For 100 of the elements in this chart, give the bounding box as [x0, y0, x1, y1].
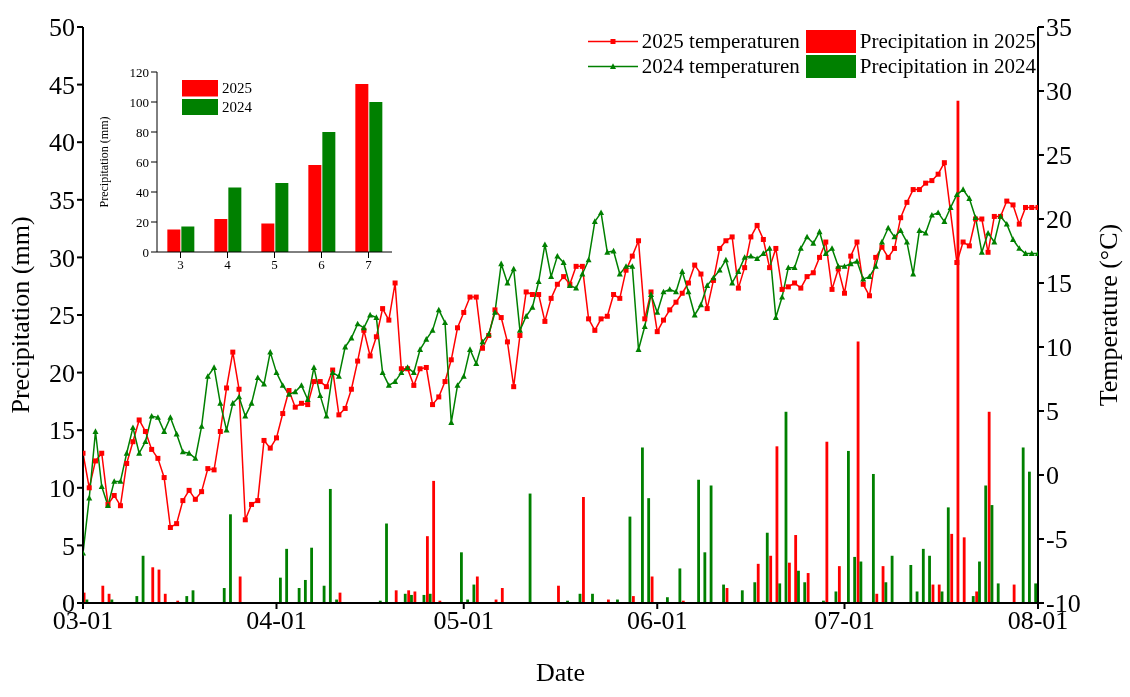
legend-label: Precipitation in 2025	[859, 29, 1036, 54]
bar	[756, 563, 760, 603]
bar	[962, 537, 966, 603]
bar	[557, 585, 560, 603]
bar	[803, 582, 807, 603]
y-axis-title: Precipitation (mm)	[6, 216, 36, 414]
y2-tick-label: 25	[1046, 141, 1072, 171]
y2-tick-label: 30	[1046, 77, 1072, 107]
bar	[425, 536, 429, 603]
bar	[322, 132, 336, 252]
bar	[650, 576, 654, 603]
y-tick-label: 45	[49, 70, 75, 100]
bar	[310, 547, 314, 603]
bar	[871, 473, 875, 603]
x-tick-label: 5	[271, 257, 278, 273]
bar	[647, 498, 651, 603]
bar	[971, 596, 975, 603]
y-tick-label: 20	[136, 214, 149, 230]
bar	[703, 552, 707, 603]
y2-tick-label: 15	[1046, 269, 1072, 299]
bar	[460, 552, 463, 603]
bar	[472, 584, 476, 603]
y-tick-label: 10	[49, 474, 75, 504]
bar	[410, 594, 413, 603]
y2-tick-label: 5	[1046, 397, 1059, 427]
y2-tick-label: 35	[1046, 13, 1072, 43]
bar	[853, 556, 857, 603]
x-tick-label: 7	[365, 257, 373, 273]
legend-label: Precipitation in 2024	[859, 54, 1036, 79]
bar	[582, 497, 585, 603]
bar	[847, 450, 850, 603]
y-tick-label: 80	[136, 124, 149, 140]
bar	[788, 562, 791, 603]
bar	[475, 576, 479, 603]
y-tick-label: 20	[49, 358, 75, 388]
bar	[722, 584, 725, 603]
y-tick-label: 25	[49, 301, 75, 331]
bar	[403, 593, 407, 603]
bar	[678, 568, 682, 603]
bar	[151, 567, 155, 603]
bar	[909, 564, 913, 603]
y2-tick-label: 20	[1046, 205, 1072, 235]
bar	[1034, 583, 1038, 603]
bar	[859, 561, 863, 603]
bar	[984, 485, 988, 603]
bar	[261, 223, 275, 252]
y-tick-label: 0	[142, 244, 149, 260]
bar	[303, 579, 307, 603]
bar	[825, 441, 829, 603]
x-axis-title: Date	[535, 658, 586, 687]
bar	[890, 555, 894, 603]
bar	[837, 566, 841, 603]
bar	[278, 577, 282, 603]
y2-tick-label: -5	[1046, 525, 1068, 555]
bar	[181, 226, 195, 252]
y2-tick-label: 10	[1046, 333, 1072, 363]
bar	[1021, 447, 1025, 603]
bar	[884, 582, 888, 603]
bar	[794, 535, 798, 603]
y-tick-label: 15	[49, 416, 75, 446]
bar	[394, 590, 398, 603]
y-axis-title: Precipitation (mm)	[97, 116, 112, 208]
bar	[769, 555, 773, 603]
y-tick-label: 100	[129, 94, 149, 110]
bar	[631, 596, 635, 603]
bar	[996, 583, 1000, 603]
bar	[228, 187, 242, 252]
y-tick-label: 5	[62, 531, 75, 561]
bar	[407, 590, 411, 603]
bar	[163, 593, 167, 603]
bar	[385, 523, 388, 603]
y-tick-label: 30	[49, 243, 75, 273]
bar	[214, 219, 228, 252]
bar	[428, 593, 432, 603]
x-tick-label: 07-01	[814, 606, 875, 636]
bar	[778, 583, 782, 603]
bar	[185, 596, 189, 603]
bar	[355, 84, 369, 252]
bar	[753, 582, 757, 603]
bar	[101, 585, 105, 603]
legend-label: 2024	[222, 98, 252, 115]
bar	[641, 447, 644, 603]
bar	[500, 588, 504, 603]
y-tick-label: 60	[136, 154, 149, 170]
bar	[135, 596, 139, 603]
bar	[1012, 584, 1016, 603]
bar	[328, 488, 332, 603]
bar	[297, 588, 301, 603]
bar	[285, 548, 289, 603]
bar	[740, 590, 744, 603]
y-tick-label: 40	[49, 128, 75, 158]
x-tick-label: 06-01	[626, 606, 688, 636]
bar	[591, 593, 594, 603]
bar	[697, 479, 700, 603]
bar	[308, 165, 322, 252]
y2-axis-title: Temperature (°C)	[1094, 223, 1124, 407]
bar	[946, 507, 950, 603]
x-tick-label: 04-01	[246, 606, 307, 636]
y-tick-label: 40	[136, 184, 149, 200]
bar	[950, 533, 954, 603]
